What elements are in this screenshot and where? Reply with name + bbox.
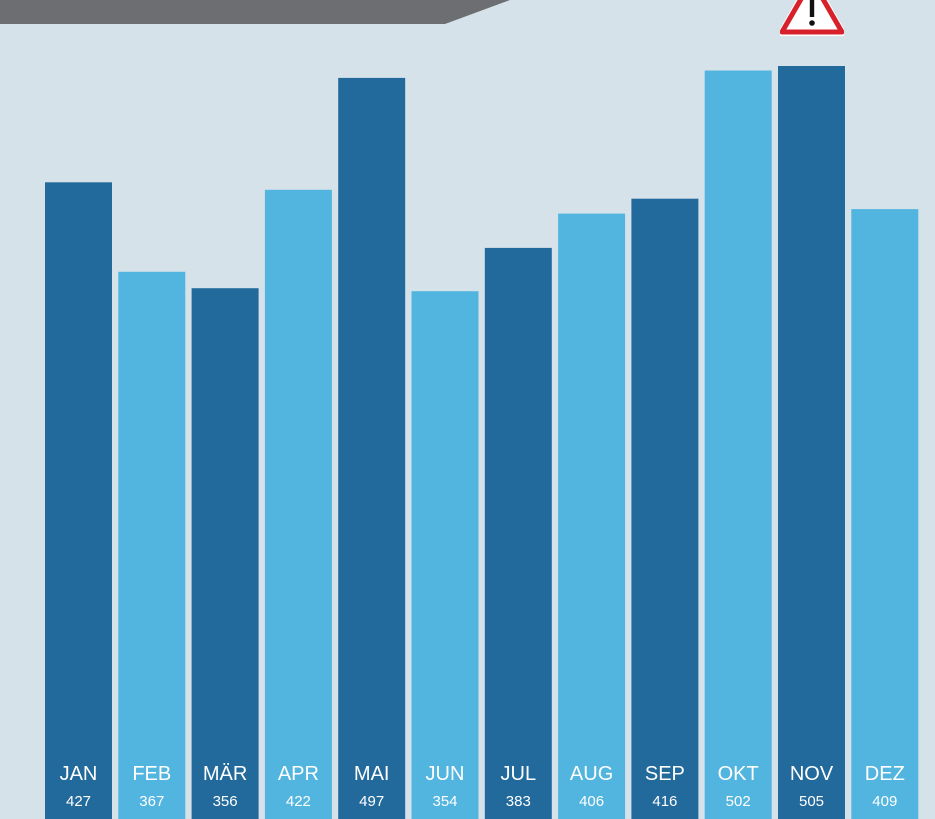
value-label: 505 <box>799 793 824 810</box>
month-label: DEZ <box>865 763 905 785</box>
month-label: JUL <box>501 763 537 785</box>
month-label: JAN <box>60 763 98 785</box>
value-label: 367 <box>139 793 164 810</box>
value-label: 416 <box>652 793 677 810</box>
bar-mär <box>191 288 259 819</box>
value-label: 354 <box>432 793 457 810</box>
bar-aug <box>558 213 626 819</box>
value-label: 356 <box>213 793 238 810</box>
value-label: 409 <box>872 793 897 810</box>
value-label: 383 <box>506 793 531 810</box>
bar-jan <box>45 182 112 819</box>
bar-sep <box>631 198 699 819</box>
value-label: 502 <box>726 793 751 810</box>
month-label: APR <box>278 763 319 785</box>
month-label: FEB <box>132 763 171 785</box>
bar-apr <box>264 189 332 819</box>
warning-triangle-icon <box>780 0 844 36</box>
bar-jun <box>411 291 479 819</box>
month-label: MÄR <box>203 763 247 785</box>
bar-nov <box>778 66 845 819</box>
month-label: JUN <box>426 763 465 785</box>
bar-jul <box>484 247 552 819</box>
value-label: 427 <box>66 793 91 810</box>
bar-dez <box>851 209 919 819</box>
value-label: 422 <box>286 793 311 810</box>
bar-mai <box>338 77 406 819</box>
bar-feb <box>118 271 186 819</box>
bar-okt <box>704 70 772 819</box>
value-label: 497 <box>359 793 384 810</box>
month-label: AUG <box>570 763 613 785</box>
month-label: OKT <box>718 763 759 785</box>
month-label: SEP <box>645 763 685 785</box>
month-label: MAI <box>354 763 390 785</box>
header-banner <box>0 0 510 24</box>
month-label: NOV <box>790 763 834 785</box>
value-label: 406 <box>579 793 604 810</box>
